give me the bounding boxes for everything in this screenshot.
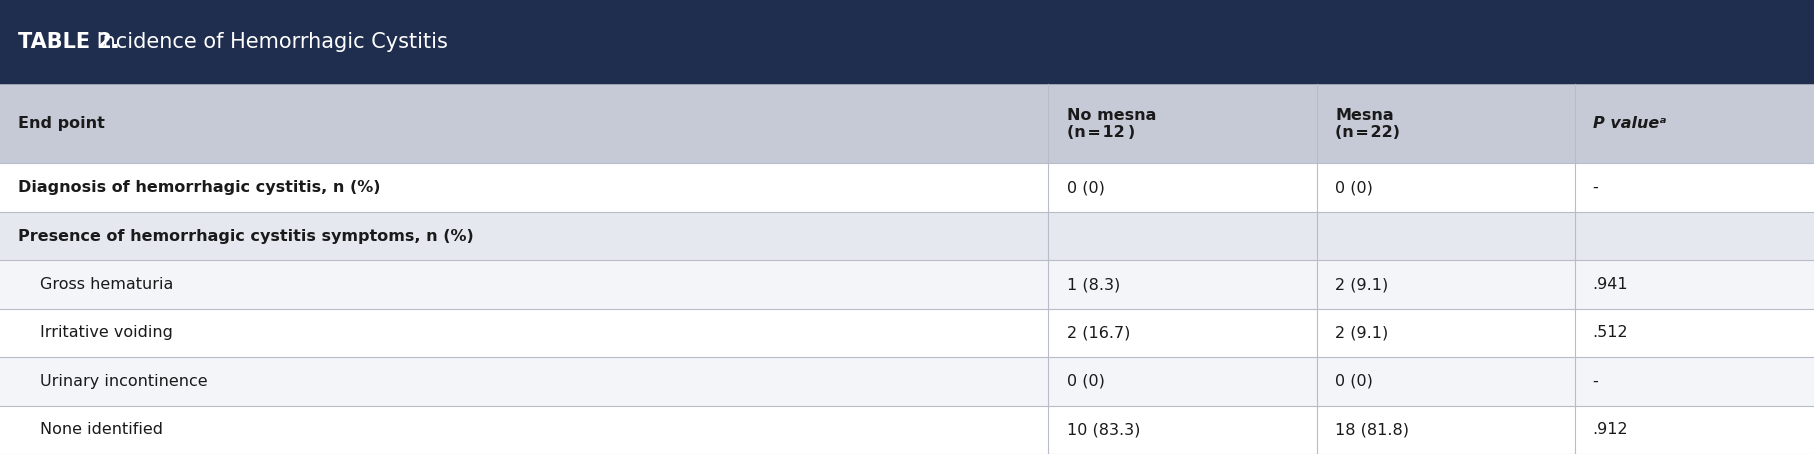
Text: -: - bbox=[1593, 180, 1598, 195]
Text: Irritative voiding: Irritative voiding bbox=[40, 326, 172, 340]
Text: 18 (81.8): 18 (81.8) bbox=[1335, 422, 1409, 437]
Text: 2 (9.1): 2 (9.1) bbox=[1335, 326, 1388, 340]
Text: Gross hematuria: Gross hematuria bbox=[40, 277, 174, 292]
Bar bbox=[0, 260, 1814, 309]
Text: Incidence of Hemorrhagic Cystitis: Incidence of Hemorrhagic Cystitis bbox=[91, 32, 448, 52]
Bar bbox=[0, 0, 1814, 84]
Text: 0 (0): 0 (0) bbox=[1335, 374, 1373, 389]
Text: End point: End point bbox=[18, 116, 105, 131]
Bar bbox=[0, 84, 1814, 163]
Text: 0 (0): 0 (0) bbox=[1067, 374, 1105, 389]
Text: None identified: None identified bbox=[40, 422, 163, 437]
Text: .912: .912 bbox=[1593, 422, 1629, 437]
Text: .512: .512 bbox=[1593, 326, 1629, 340]
Text: 2 (9.1): 2 (9.1) bbox=[1335, 277, 1388, 292]
Text: 0 (0): 0 (0) bbox=[1335, 180, 1373, 195]
Bar bbox=[0, 405, 1814, 454]
Text: 2 (16.7): 2 (16.7) bbox=[1067, 326, 1130, 340]
Bar bbox=[0, 212, 1814, 260]
Text: 10 (83.3): 10 (83.3) bbox=[1067, 422, 1139, 437]
Text: TABLE 2.: TABLE 2. bbox=[18, 32, 120, 52]
Text: Urinary incontinence: Urinary incontinence bbox=[40, 374, 207, 389]
Text: 0 (0): 0 (0) bbox=[1067, 180, 1105, 195]
Text: Mesna
(n = 22): Mesna (n = 22) bbox=[1335, 108, 1400, 140]
Bar bbox=[0, 309, 1814, 357]
Text: -: - bbox=[1593, 374, 1598, 389]
Bar bbox=[0, 357, 1814, 405]
Text: 1 (8.3): 1 (8.3) bbox=[1067, 277, 1119, 292]
Text: Diagnosis of hemorrhagic cystitis, n (%): Diagnosis of hemorrhagic cystitis, n (%) bbox=[18, 180, 381, 195]
Text: Presence of hemorrhagic cystitis symptoms, n (%): Presence of hemorrhagic cystitis symptom… bbox=[18, 228, 473, 244]
Bar bbox=[0, 163, 1814, 212]
Text: P valueᵃ: P valueᵃ bbox=[1593, 116, 1667, 131]
Text: .941: .941 bbox=[1593, 277, 1629, 292]
Text: No mesna
(n = 12 ): No mesna (n = 12 ) bbox=[1067, 108, 1156, 140]
